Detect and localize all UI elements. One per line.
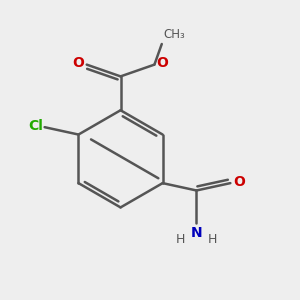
Text: O: O [72,56,84,70]
Text: Cl: Cl [28,119,43,133]
Text: N: N [191,226,202,240]
Text: H: H [208,233,218,246]
Text: CH₃: CH₃ [163,28,185,41]
Text: O: O [233,175,245,189]
Text: O: O [156,56,168,70]
Text: H: H [176,233,185,246]
